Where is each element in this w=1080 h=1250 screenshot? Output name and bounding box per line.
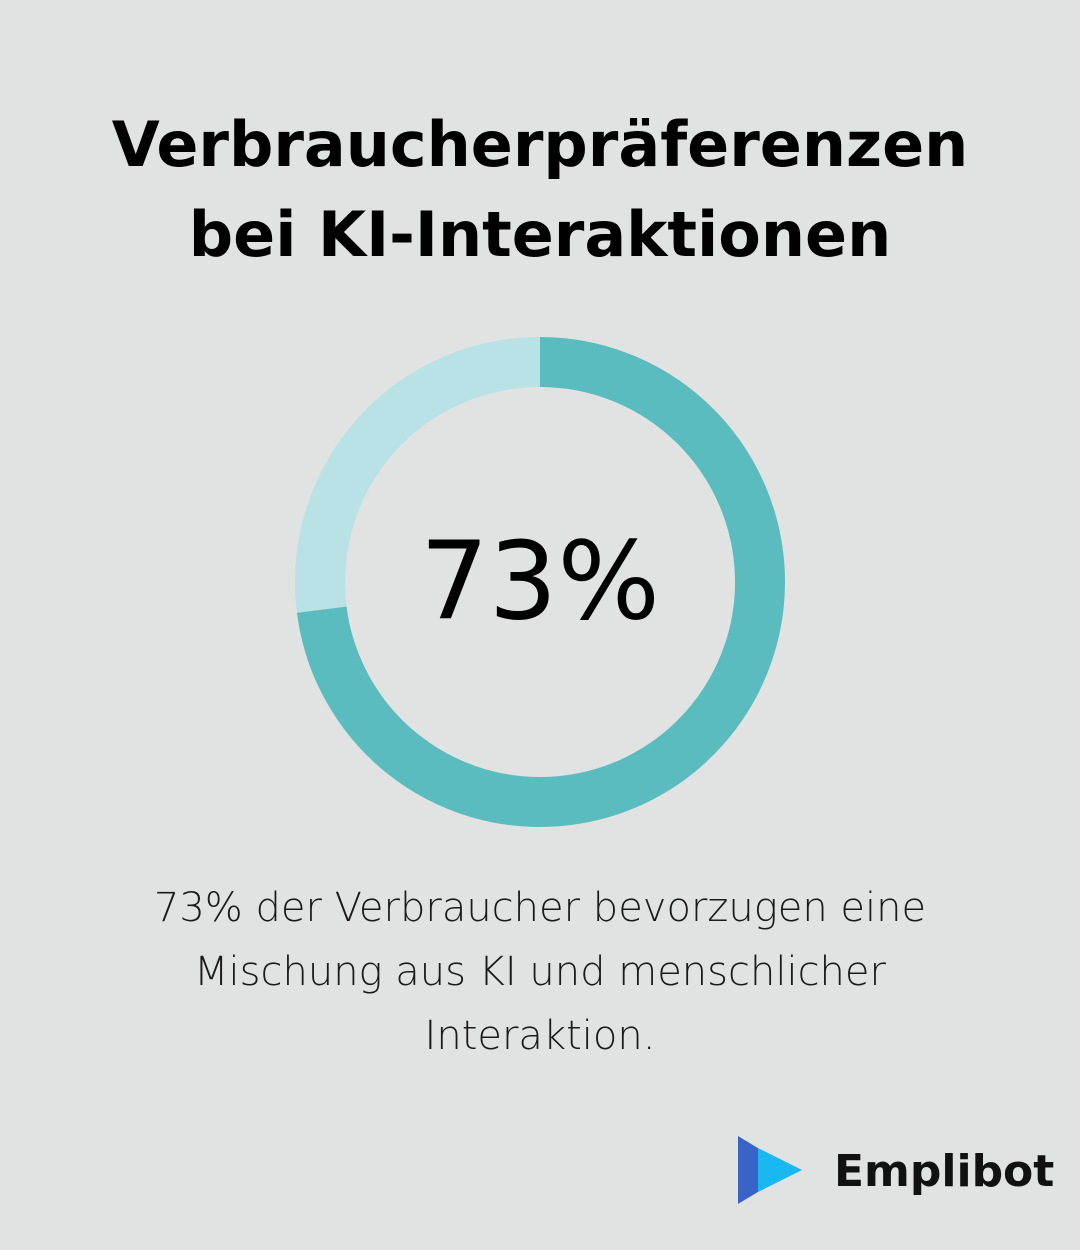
caption-line-1: 73% der Verbraucher bevorzugen eine (153, 885, 927, 931)
donut-slice-2 (295, 337, 541, 613)
chart-title-line-2: bei KI-Interaktionen (188, 198, 892, 271)
caption-line-2: Mischung aus KI und menschlicher (194, 949, 886, 995)
caption-line-3: Interaktion. (424, 1013, 656, 1059)
logo-name: Emplibot (834, 1146, 1055, 1197)
chart-title: Verbraucherpräferenzen bei KI-Interaktio… (40, 100, 1040, 280)
chart-title-line-1: Verbraucherpräferenzen (111, 108, 969, 181)
play-arrows-icon (738, 1136, 802, 1204)
center-percentage-label: 73% (420, 520, 660, 645)
emplibot-logo: Emplibot (736, 1134, 1054, 1208)
donut-slice-1 (296, 337, 785, 827)
chart-caption: 73% der Verbraucher bevorzugen eine Misc… (70, 876, 1010, 1068)
donut-slices (295, 337, 785, 827)
